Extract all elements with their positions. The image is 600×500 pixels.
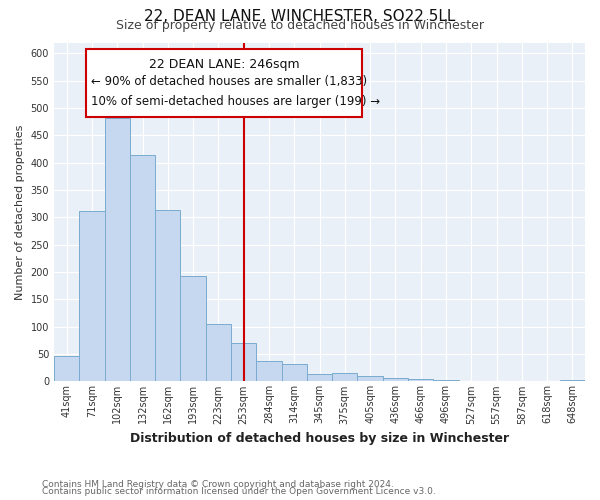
Text: Contains HM Land Registry data © Crown copyright and database right 2024.: Contains HM Land Registry data © Crown c… [42, 480, 394, 489]
Bar [79, 212, 104, 382]
FancyBboxPatch shape [86, 50, 362, 117]
Bar [560, 380, 585, 382]
Text: 22 DEAN LANE: 246sqm: 22 DEAN LANE: 246sqm [149, 58, 299, 71]
Text: Size of property relative to detached houses in Winchester: Size of property relative to detached ho… [116, 19, 484, 32]
Bar [433, 380, 458, 382]
Y-axis label: Number of detached properties: Number of detached properties [15, 124, 25, 300]
Bar [181, 276, 206, 382]
Text: Contains public sector information licensed under the Open Government Licence v3: Contains public sector information licen… [42, 487, 436, 496]
Bar [307, 374, 332, 382]
Bar [231, 343, 256, 382]
Bar [358, 376, 383, 382]
Bar [54, 356, 79, 382]
Text: ← 90% of detached houses are smaller (1,833): ← 90% of detached houses are smaller (1,… [91, 74, 367, 88]
Bar [408, 379, 433, 382]
Bar [332, 373, 358, 382]
Text: 10% of semi-detached houses are larger (199) →: 10% of semi-detached houses are larger (… [91, 95, 380, 108]
Bar [281, 364, 307, 382]
Bar [383, 378, 408, 382]
Bar [104, 118, 130, 382]
Bar [130, 154, 155, 382]
Bar [206, 324, 231, 382]
Bar [155, 210, 181, 382]
Bar [256, 361, 281, 382]
Text: 22, DEAN LANE, WINCHESTER, SO22 5LL: 22, DEAN LANE, WINCHESTER, SO22 5LL [145, 9, 455, 24]
X-axis label: Distribution of detached houses by size in Winchester: Distribution of detached houses by size … [130, 432, 509, 445]
